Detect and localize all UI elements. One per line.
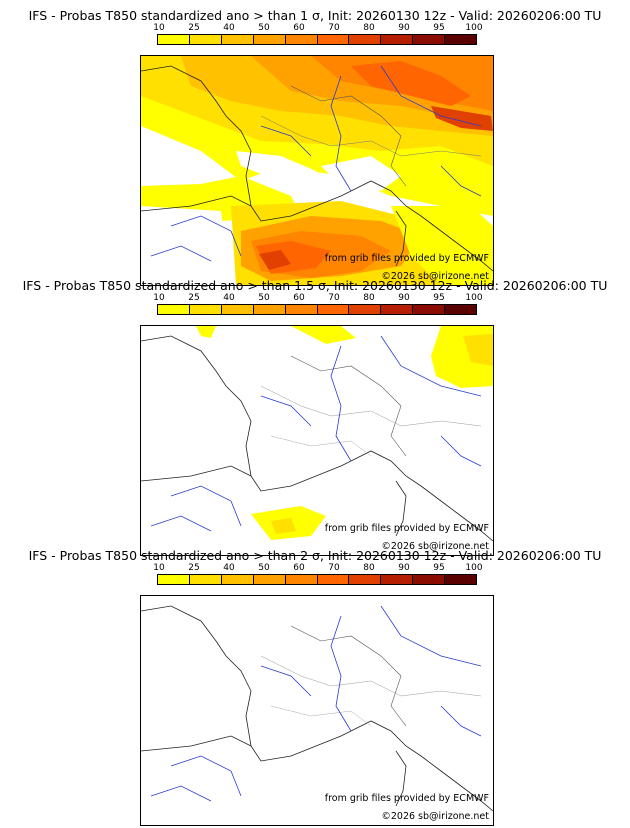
probability-map: from grib files provided by ECMWF ©2026 … [140,55,494,286]
colorbar-segment [413,35,446,44]
colorbar-tick: 70 [328,293,340,303]
colorbar-tick: 25 [188,563,200,573]
colorbar-tick: 25 [188,23,200,33]
panel-title: IFS - Probas T850 standardized ano > tha… [28,548,602,563]
colorbar-tick: 100 [465,23,483,33]
panel-title: IFS - Probas T850 standardized ano > tha… [22,278,608,293]
colorbar-tick: 50 [258,23,270,33]
colorbar-segment [349,575,382,584]
colorbar-segment [413,575,446,584]
colorbar-tick: 60 [293,23,305,33]
colorbar-tick: 70 [328,23,340,33]
colorbar-ticks: 10 25 40 50 60 70 80 90 95 100 [153,23,482,33]
colorbar-segment [381,575,414,584]
colorbar-segment [445,35,477,44]
colorbar-tick: 90 [398,23,410,33]
panel-title: IFS - Probas T850 standardized ano > tha… [28,8,602,23]
panel-1-5sigma: IFS - Probas T850 standardized ano > tha… [0,278,630,556]
colorbar-segment [285,35,318,44]
colorbar-tick: 100 [465,563,483,573]
colorbar-tick: 80 [363,563,375,573]
colorbar-segment [349,305,382,314]
colorbar-segment [317,575,350,584]
colorbar-tick: 10 [153,293,165,303]
probability-map: from grib files provided by ECMWF ©2026 … [140,595,494,826]
colorbar-segment [381,35,414,44]
colorbar-segment [221,305,254,314]
colorbar-tick: 25 [188,293,200,303]
colorbar-segment [253,35,286,44]
colorbar-tick: 10 [153,23,165,33]
colorbar-tick: 40 [223,293,235,303]
credit-copyright: ©2026 sb@irizone.net [381,811,489,822]
colorbar-segment [158,575,190,584]
colorbar-tick: 90 [398,563,410,573]
colorbar-tick: 50 [258,563,270,573]
colorbar-segment [158,35,190,44]
credit-copyright: ©2026 sb@irizone.net [381,541,489,552]
colorbar-segment [285,575,318,584]
colorbar-segment [189,305,222,314]
colorbar [157,304,477,315]
colorbar-tick: 50 [258,293,270,303]
colorbar [157,574,477,585]
colorbar-tick: 90 [398,293,410,303]
colorbar-tick: 40 [223,563,235,573]
colorbar-segment [189,35,222,44]
colorbar-segment [317,305,350,314]
colorbar-tick: 100 [465,293,483,303]
colorbar-segment [221,575,254,584]
probability-map: from grib files provided by ECMWF ©2026 … [140,325,494,556]
colorbar-segment [189,575,222,584]
colorbar-segment [381,305,414,314]
colorbar-segment [253,305,286,314]
colorbar-segment [285,305,318,314]
colorbar-tick: 60 [293,563,305,573]
colorbar-segment [317,35,350,44]
panel-2sigma: IFS - Probas T850 standardized ano > tha… [0,548,630,826]
colorbar-tick: 95 [433,563,445,573]
colorbar-ticks: 10 25 40 50 60 70 80 90 95 100 [153,563,482,573]
credit-copyright: ©2026 sb@irizone.net [381,271,489,282]
colorbar-tick: 10 [153,563,165,573]
colorbar [157,34,477,45]
colorbar-segment [413,305,446,314]
credit-source: from grib files provided by ECMWF [324,523,489,534]
colorbar-segment [445,305,477,314]
colorbar-tick: 80 [363,293,375,303]
credit-source: from grib files provided by ECMWF [324,793,489,804]
colorbar-tick: 95 [433,23,445,33]
colorbar-tick: 60 [293,293,305,303]
colorbar-segment [445,575,477,584]
credit-source: from grib files provided by ECMWF [324,253,489,264]
colorbar-tick: 95 [433,293,445,303]
colorbar-segment [349,35,382,44]
colorbar-ticks: 10 25 40 50 60 70 80 90 95 100 [153,293,482,303]
colorbar-tick: 40 [223,23,235,33]
panel-1sigma: IFS - Probas T850 standardized ano > tha… [0,8,630,286]
colorbar-tick: 70 [328,563,340,573]
colorbar-segment [158,305,190,314]
colorbar-segment [221,35,254,44]
colorbar-segment [253,575,286,584]
colorbar-tick: 80 [363,23,375,33]
